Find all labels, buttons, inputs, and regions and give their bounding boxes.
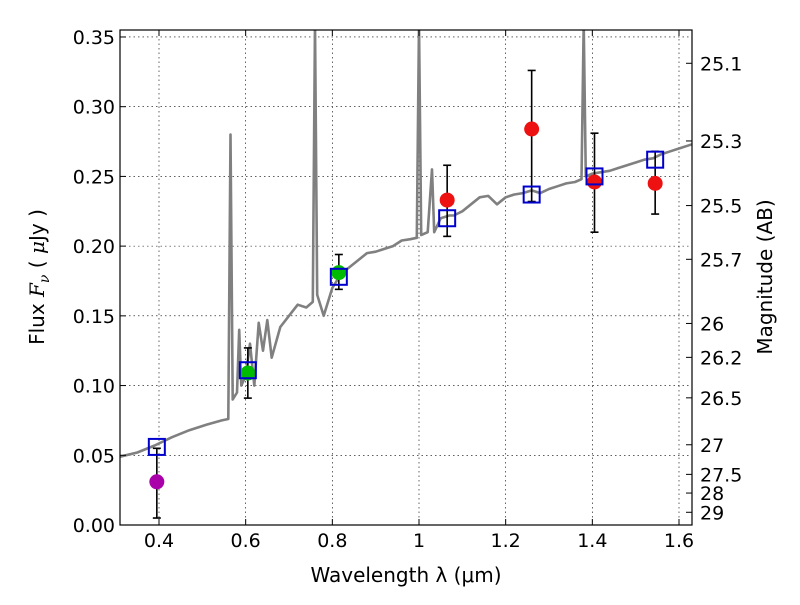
observed-point-green (331, 265, 347, 281)
x-tick-label: 1 (413, 530, 425, 552)
magnitude-tick-label: 25.3 (700, 131, 742, 153)
y-tick-label: 0.30 (73, 97, 115, 119)
x-axis-label: Wavelength λ (μm) (310, 563, 501, 587)
model-photometry-square (438, 209, 457, 228)
y-tick-label: 0.25 (73, 166, 115, 188)
x-tick-label: 1.2 (491, 530, 521, 552)
observed-point-violet (149, 474, 165, 490)
y-tick-label: 0.00 (73, 515, 115, 537)
magnitude-tick-label: 25.1 (700, 53, 742, 75)
y-tick-label: 0.20 (73, 236, 115, 258)
magnitude-tick-label: 27.5 (700, 464, 742, 486)
magnitude-tick-label: 25.5 (700, 196, 742, 218)
model-photometry-square (329, 267, 348, 286)
grid-lines (120, 30, 692, 526)
magnitude-tick-label: 29 (700, 502, 724, 524)
y-tick-label: 0.15 (73, 306, 115, 328)
y-tick-label: 0.35 (73, 27, 115, 49)
observed-point-green (240, 365, 256, 381)
magnitude-tick-label: 25.7 (700, 249, 742, 271)
magnitude-tick-label: 27 (700, 435, 724, 457)
observed-point-red (439, 192, 455, 208)
spectrum-layer (120, 30, 692, 458)
model-points-layer (147, 150, 665, 456)
plot-frame (119, 29, 693, 526)
observed-point-red (524, 121, 540, 137)
model-photometry-square (147, 437, 166, 456)
model-spectrum-line (120, 30, 692, 458)
x-tick-label: 1.6 (664, 530, 694, 552)
model-photometry-square (585, 167, 604, 186)
x-tick-label: 0.4 (144, 530, 174, 552)
x-tick-label: 0.8 (317, 530, 347, 552)
model-photometry-square (646, 150, 665, 169)
x-tick-label: 1.4 (577, 530, 607, 552)
observed-point-red (647, 175, 663, 191)
y-axis-ticks: 0.00 0.05 0.10 0.15 0.20 0.25 0.30 0.35 (73, 27, 126, 537)
x-axis-ticks: 0.4 0.6 0.8 1 1.2 1.4 1.6 (144, 30, 694, 552)
y-tick-label: 0.05 (73, 445, 115, 467)
observed-point-red (587, 174, 602, 190)
model-photometry-square (522, 185, 541, 204)
model-photometry-square (238, 361, 257, 380)
magnitude-tick-label: 28 (700, 483, 724, 505)
magnitude-tick-label: 26.2 (700, 347, 742, 369)
y-axis-label: Flux Fν ( μJy ) (25, 209, 53, 345)
x-tick-label: 0.6 (231, 530, 261, 552)
magnitude-axis-label: Magnitude (AB) (753, 199, 777, 354)
y-tick-label: 0.10 (73, 376, 115, 398)
magnitude-tick-label: 26 (700, 313, 724, 335)
magnitude-tick-label: 26.5 (700, 388, 742, 410)
